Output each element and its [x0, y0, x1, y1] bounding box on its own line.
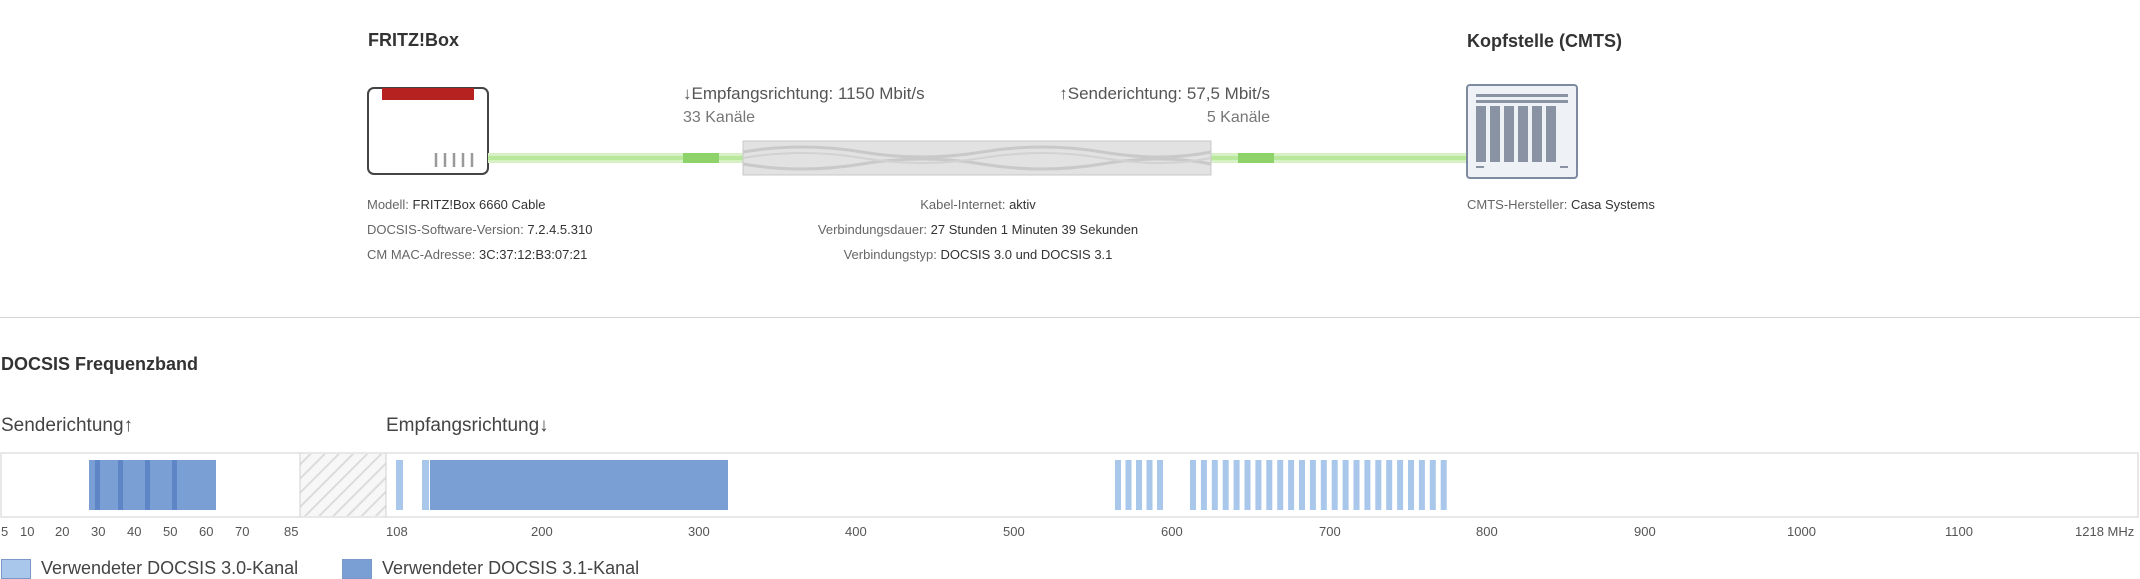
- downstream-channel: [1299, 460, 1305, 510]
- downstream-channel: [1331, 460, 1338, 510]
- fritzbox-title: FRITZ!Box: [368, 30, 459, 50]
- cmts-info: CMTS-Hersteller: Casa Systems: [1467, 192, 1655, 217]
- cmts-title: Kopfstelle (CMTS): [1467, 31, 1622, 51]
- cmts-vendor-row: CMTS-Hersteller: Casa Systems: [1467, 197, 1655, 212]
- downstream-channel: [1115, 460, 1121, 510]
- down-tick: 108: [386, 524, 408, 539]
- upstream-channel: [95, 460, 100, 510]
- downstream-channel: [1320, 460, 1327, 510]
- downstream-channels: 33 Kanäle: [683, 109, 756, 126]
- up-tick: 10: [20, 524, 35, 539]
- downstream-channel: [1397, 460, 1404, 510]
- upstream-ofdma-channel: [89, 460, 216, 510]
- downstream-channel: [1288, 460, 1295, 510]
- downstream-channel: [1190, 460, 1196, 510]
- downstream-channel: [1146, 460, 1153, 510]
- upstream-channel: [172, 460, 177, 510]
- legend-swatch: [342, 558, 372, 579]
- legend-docsis30: Verwendeter DOCSIS 3.0-Kanal: [1, 558, 298, 579]
- downstream-channel: [396, 460, 403, 510]
- down-tick: 800: [1476, 524, 1498, 539]
- down-tick: 1000: [1787, 524, 1816, 539]
- down-tick: 900: [1634, 524, 1656, 539]
- frequency-band-graph: [0, 452, 2140, 518]
- docsis-version-row: DOCSIS-Software-Version: 7.2.4.5.310: [367, 222, 593, 237]
- up-tick: 40: [127, 524, 142, 539]
- upstream-channel: [118, 460, 123, 510]
- downstream-channel: [1244, 460, 1251, 510]
- downstream-channel: [1233, 460, 1240, 510]
- down-tick: 1218 MHz: [2075, 524, 2135, 539]
- downstream-band-label: Empfangsrichtung↓: [386, 415, 549, 436]
- upstream-speed: ↑Senderichtung: 57,5 Mbit/s: [1059, 84, 1270, 103]
- downstream-speed: ↓Empfangsrichtung: 1150 Mbit/s: [683, 84, 925, 103]
- fritzbox-info: Modell: FRITZ!Box 6660 Cable DOCSIS-Soft…: [367, 192, 592, 267]
- up-tick: 20: [55, 524, 70, 539]
- downstream-channel: [1429, 460, 1436, 510]
- up-tick: 50: [163, 524, 178, 539]
- connection-info: Kabel-Internet: aktiv Verbindungsdauer: …: [758, 192, 1198, 267]
- downstream-channel: [1309, 460, 1316, 510]
- frequency-band-title: DOCSIS Frequenzband: [1, 354, 199, 374]
- down-tick: 700: [1319, 524, 1341, 539]
- legend-swatch: [1, 558, 31, 579]
- down-tick: 200: [531, 524, 553, 539]
- upstream-channels: 5 Kanäle: [1206, 109, 1270, 126]
- downstream-channel: [1408, 460, 1414, 510]
- cable-bundle: [742, 140, 1212, 176]
- down-tick: 300: [688, 524, 710, 539]
- section-divider: [0, 317, 2140, 318]
- downstream-channel: [1266, 460, 1273, 510]
- guard-band: [300, 454, 386, 516]
- up-tick: 60: [199, 524, 214, 539]
- downstream-channel: [1342, 460, 1349, 510]
- downstream-channel: [1222, 460, 1229, 510]
- upstream-channel: [145, 460, 150, 510]
- connection-duration-row: Verbindungsdauer: 27 Stunden 1 Minuten 3…: [817, 222, 1139, 237]
- cmts-icon: [1466, 84, 1578, 179]
- downstream-channel: [1200, 460, 1207, 510]
- fritzbox-device-icon: [367, 87, 489, 175]
- downstream-channel: [1375, 460, 1382, 510]
- down-tick: 400: [845, 524, 867, 539]
- legend-docsis31: Verwendeter DOCSIS 3.1-Kanal: [342, 558, 639, 579]
- downstream-channel: [1386, 460, 1393, 510]
- up-tick: 70: [235, 524, 250, 539]
- downstream-channel: [1353, 460, 1360, 510]
- up-tick: 85: [284, 524, 299, 539]
- down-tick: 500: [1003, 524, 1025, 539]
- cable-internet-row: Kabel-Internet: aktiv: [920, 197, 1036, 212]
- connection-type-row: Verbindungstyp: DOCSIS 3.0 und DOCSIS 3.…: [843, 247, 1113, 262]
- downstream-channel: [1136, 460, 1142, 510]
- upstream-band-label: Senderichtung↑: [1, 415, 134, 436]
- downstream-channel: [1364, 460, 1371, 510]
- down-tick: 1100: [1945, 524, 1973, 539]
- mac-address-row: CM MAC-Adresse: 3C:37:12:B3:07:21: [367, 247, 588, 262]
- downstream-channel: [1418, 460, 1425, 510]
- up-tick: 5: [1, 524, 9, 539]
- downstream-channel: [1211, 460, 1218, 510]
- downstream-channel: [1440, 460, 1447, 510]
- downstream-channel: [1277, 460, 1284, 510]
- downstream-channel: [1157, 460, 1163, 510]
- downstream-channel: [422, 460, 429, 510]
- down-tick: 600: [1161, 524, 1183, 539]
- downstream-ofdm-channel: [430, 460, 728, 510]
- downstream-channel: [1255, 460, 1262, 510]
- up-tick: 30: [91, 524, 106, 539]
- model-row: Modell: FRITZ!Box 6660 Cable: [367, 197, 546, 212]
- downstream-channel: [1125, 460, 1132, 510]
